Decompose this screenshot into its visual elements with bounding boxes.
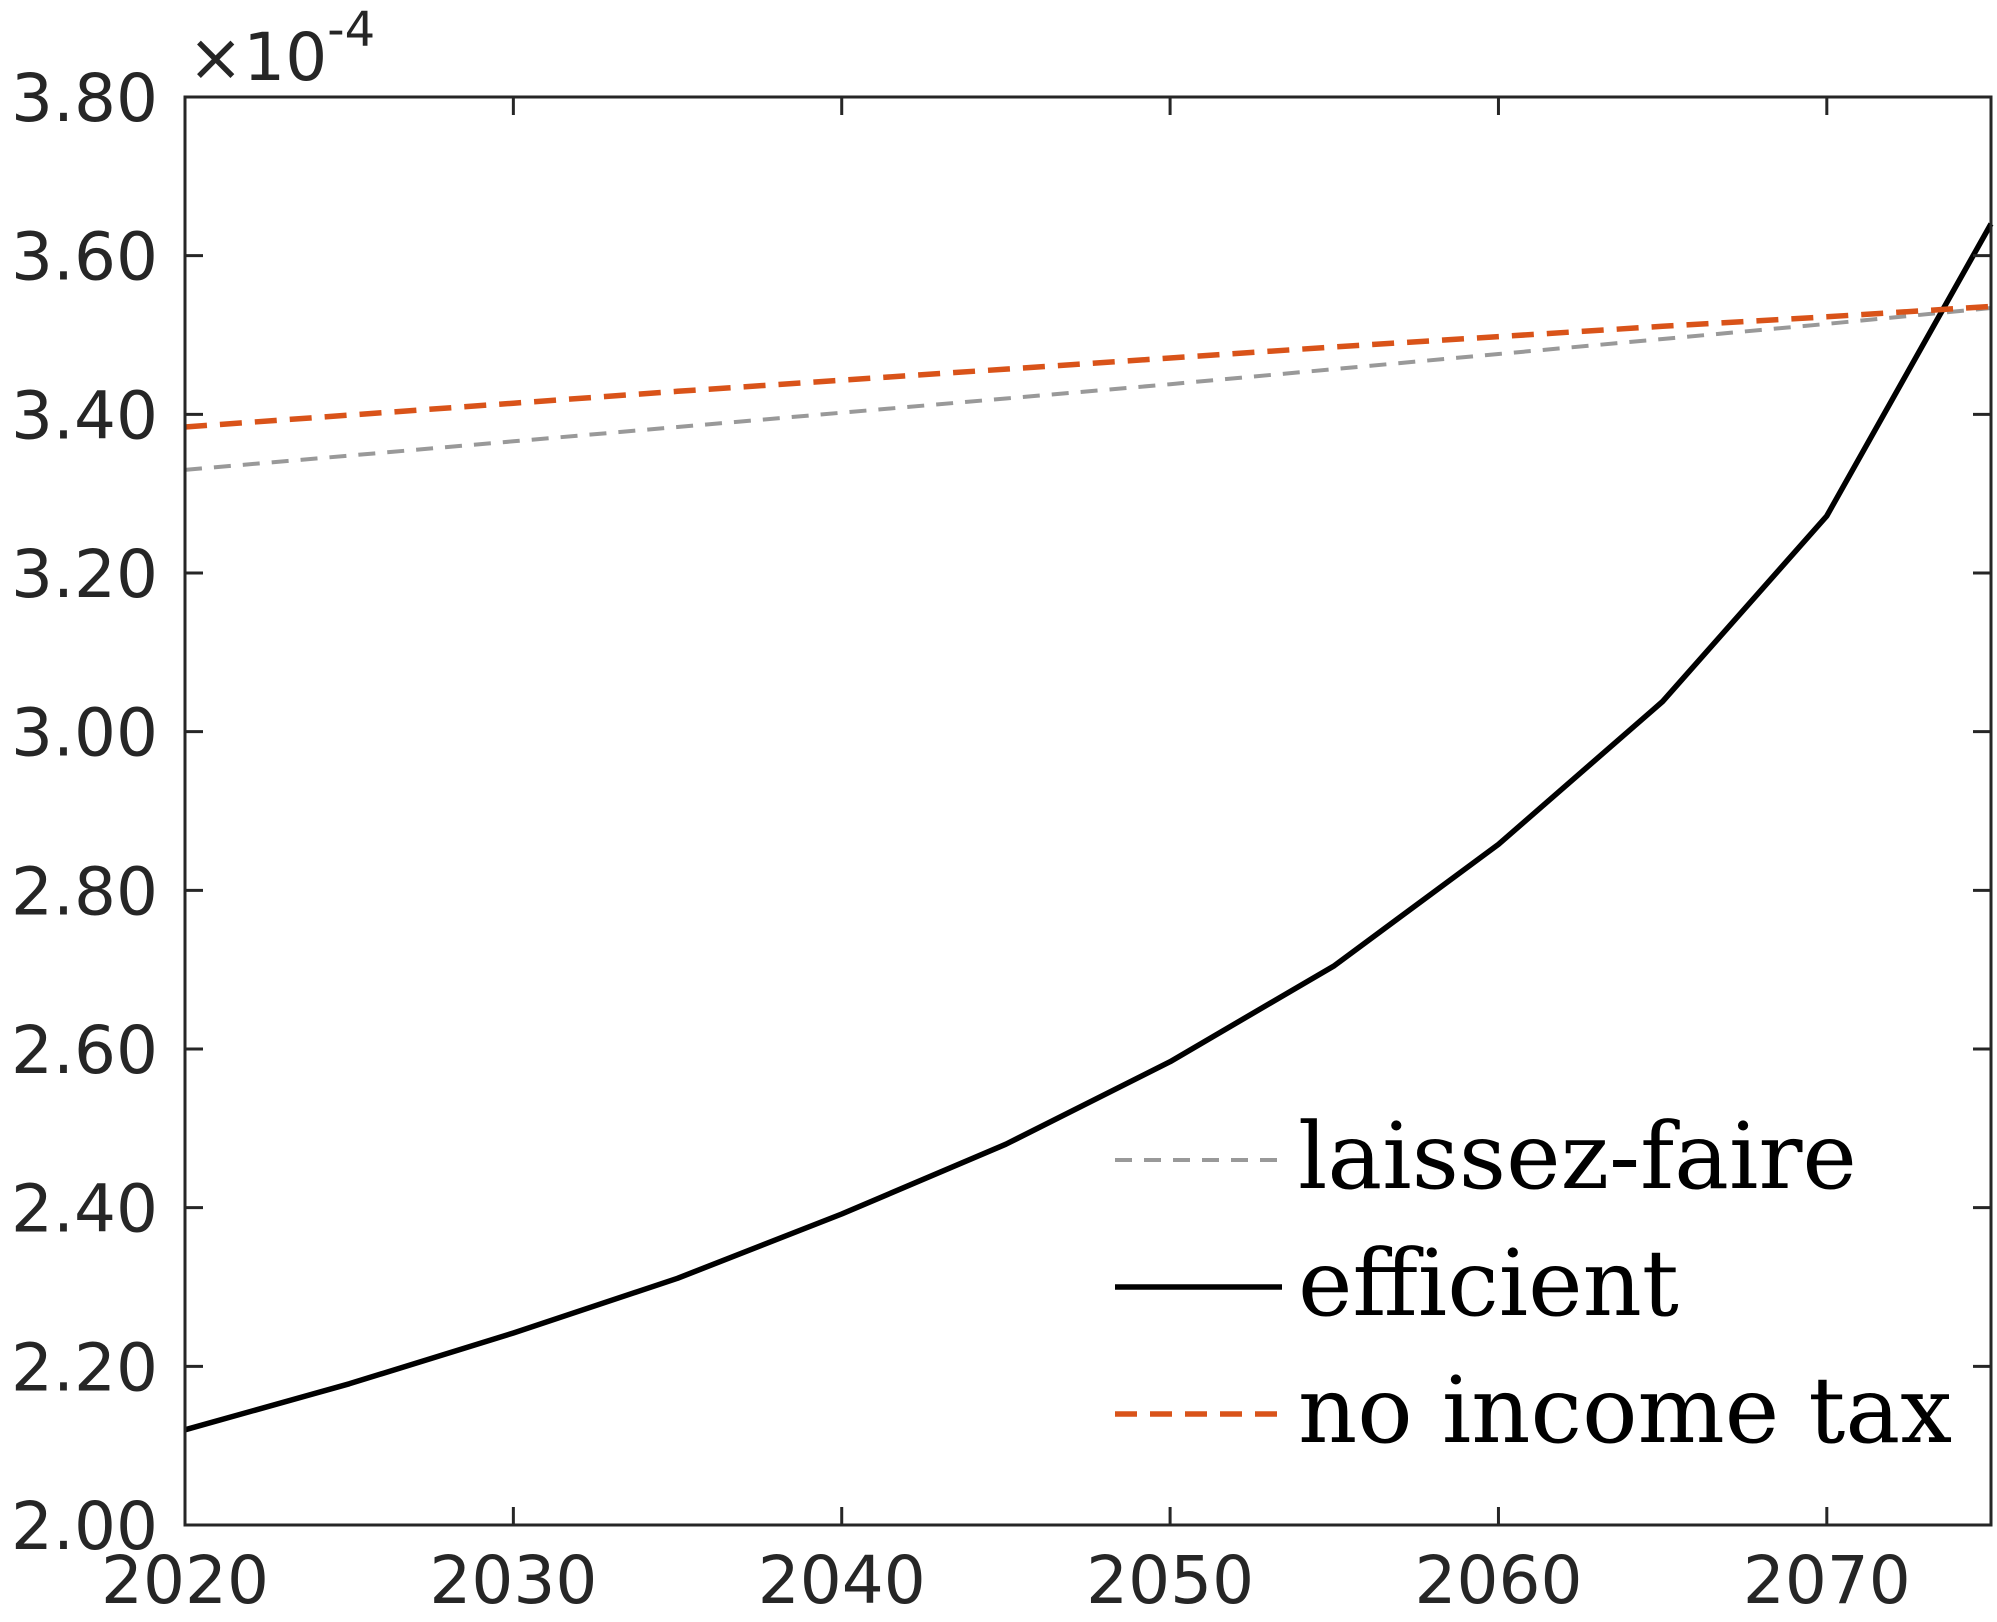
y-tick-label: 3.40 xyxy=(11,377,158,454)
ticks-layer xyxy=(183,95,1991,1527)
x-tick-label: 2020 xyxy=(101,1542,269,1619)
x-tick-label: 2070 xyxy=(1743,1542,1911,1619)
x-tick-labels: 2020 2030 2040 2050 2060 2070 xyxy=(101,1542,1911,1619)
y-tick-label: 2.00 xyxy=(11,1488,158,1565)
legend-label-3: no income tax xyxy=(1298,1357,1952,1464)
y-tick-labels: 2.00 2.20 2.40 2.60 2.80 3.00 3.20 3.40 3.60 3.80 xyxy=(11,60,158,1565)
series-line-1 xyxy=(184,306,1992,472)
x-tick-label: 2030 xyxy=(429,1542,597,1619)
x-tick-label: 2060 xyxy=(1414,1542,1582,1619)
legend-label-2: efficient xyxy=(1298,1230,1679,1337)
y-exponent-prefix: ×10 xyxy=(188,19,327,96)
y-tick-label: 2.40 xyxy=(11,1171,158,1248)
plot-frame xyxy=(183,95,1993,1527)
y-tick-label: 3.20 xyxy=(11,536,158,613)
x-tick-label: 2040 xyxy=(758,1542,926,1619)
legend: laissez-faire efficient no income tax xyxy=(1115,1103,1952,1464)
y-tick-label: 3.60 xyxy=(11,219,158,296)
y-tick-label: 3.80 xyxy=(11,60,158,137)
y-exponent-label: ×10-4 xyxy=(188,2,375,96)
y-exponent-power: -4 xyxy=(327,2,375,58)
series-line-3 xyxy=(184,303,1992,430)
legend-label-1: laissez-faire xyxy=(1298,1103,1857,1210)
x-tick-label: 2050 xyxy=(1086,1542,1254,1619)
y-tick-label: 3.00 xyxy=(11,695,158,772)
y-tick-label: 2.20 xyxy=(11,1329,158,1406)
series-layer xyxy=(184,222,1994,1433)
y-tick-label: 2.60 xyxy=(11,1012,158,1089)
y-tick-label: 2.80 xyxy=(11,853,158,930)
series-line-2 xyxy=(184,222,1994,1433)
